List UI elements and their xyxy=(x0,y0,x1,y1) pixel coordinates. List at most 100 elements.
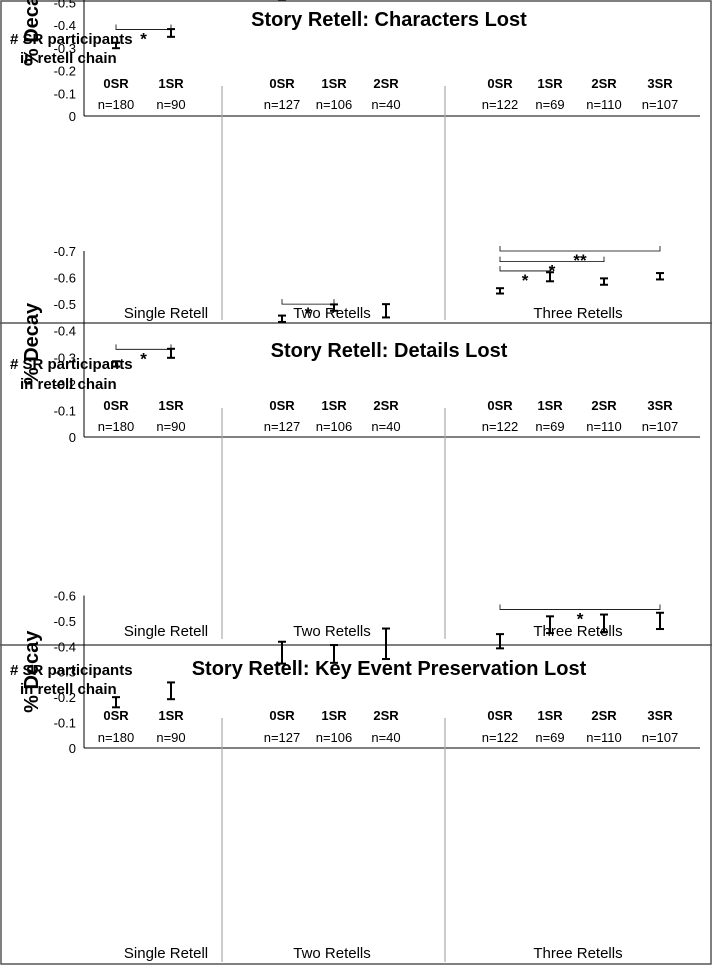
bar-sr-label: 1SR xyxy=(537,708,563,723)
bar-n-label: n=106 xyxy=(316,97,353,112)
bar-n-label: n=110 xyxy=(586,97,622,112)
significance-bracket xyxy=(499,246,661,252)
bar-n-label: n=90 xyxy=(156,419,185,434)
y-tick-label: -0.3 xyxy=(54,41,76,56)
y-axis-label: % Decay xyxy=(21,302,43,385)
bar-n-label: n=69 xyxy=(535,97,564,112)
bar-n-label: n=110 xyxy=(586,419,622,434)
bar-n-label: n=107 xyxy=(642,97,679,112)
bar-n-label: n=69 xyxy=(535,419,564,434)
bar-n-label: n=69 xyxy=(535,730,564,745)
bar-n-label: n=40 xyxy=(371,419,400,434)
group-label: Single Retell xyxy=(124,305,208,322)
bar-sr-label: 2SR xyxy=(591,76,617,91)
bar-sr-label: 1SR xyxy=(537,398,563,413)
group-label: Two Retells xyxy=(293,305,371,322)
group-label: Single Retell xyxy=(124,945,208,962)
y-tick-label: -0.1 xyxy=(54,403,76,418)
significance-marker: * xyxy=(140,30,147,49)
bar-sr-label: 0SR xyxy=(103,708,129,723)
y-tick-label: -0.2 xyxy=(54,377,76,392)
bar-n-label: n=127 xyxy=(264,730,301,745)
participants-label: in retell chain xyxy=(20,50,117,67)
participants-label: # SR participants xyxy=(10,31,133,48)
bar-sr-label: 1SR xyxy=(158,76,184,91)
bar-sr-label: 2SR xyxy=(373,708,399,723)
bar-sr-label: 1SR xyxy=(321,76,347,91)
y-tick-label: -0.5 xyxy=(54,0,76,10)
bar-n-label: n=106 xyxy=(316,730,353,745)
significance-marker: * xyxy=(140,349,147,368)
bar-sr-label: 1SR xyxy=(321,398,347,413)
bar-sr-label: 0SR xyxy=(269,76,295,91)
group-label: Three Retells xyxy=(533,305,622,322)
y-tick-label: -0.7 xyxy=(54,244,76,259)
significance-bracket xyxy=(115,344,172,350)
group-label: Two Retells xyxy=(293,623,371,640)
significance-marker: * xyxy=(305,0,312,3)
bar-sr-label: 1SR xyxy=(537,76,563,91)
significance-bracket xyxy=(499,604,661,610)
chart-title: Story Retell: Key Event Preservation Los… xyxy=(192,658,587,680)
bar-sr-label: 1SR xyxy=(321,708,347,723)
y-axis-label: % Decay xyxy=(21,0,43,66)
bar-sr-label: 0SR xyxy=(487,76,513,91)
bar-sr-label: 3SR xyxy=(647,398,673,413)
participants-label: in retell chain xyxy=(20,681,117,698)
bar-sr-label: 1SR xyxy=(158,708,184,723)
y-tick-label: -0.5 xyxy=(54,614,76,629)
y-tick-label: 0 xyxy=(69,741,76,756)
bar-sr-label: 0SR xyxy=(269,708,295,723)
bar-n-label: n=122 xyxy=(482,419,519,434)
bar-n-label: n=107 xyxy=(642,730,679,745)
y-tick-label: -0.4 xyxy=(54,324,76,339)
bar-n-label: n=110 xyxy=(586,730,622,745)
bar-n-label: n=106 xyxy=(316,419,353,434)
bar-sr-label: 0SR xyxy=(487,398,513,413)
bar-n-label: n=122 xyxy=(482,730,519,745)
significance-marker: * xyxy=(577,609,584,628)
chart-title: Story Retell: Characters Lost xyxy=(251,9,527,31)
participants-label: # SR participants xyxy=(10,356,133,373)
bar-sr-label: 2SR xyxy=(373,76,399,91)
y-tick-label: -0.1 xyxy=(54,86,76,101)
bar-sr-label: 0SR xyxy=(103,76,129,91)
significance-marker: * xyxy=(305,304,312,323)
bar-n-label: n=127 xyxy=(264,419,301,434)
group-label: Single Retell xyxy=(124,623,208,640)
significance-bracket xyxy=(281,299,335,305)
y-tick-label: -0.4 xyxy=(54,639,76,654)
bar-sr-label: 3SR xyxy=(647,76,673,91)
bar-n-label: n=40 xyxy=(371,730,400,745)
chart-title: Story Retell: Details Lost xyxy=(271,340,508,362)
bar-sr-label: 0SR xyxy=(103,398,129,413)
significance-marker: * xyxy=(549,262,556,281)
y-tick-label: -0.6 xyxy=(54,588,76,603)
bar-n-label: n=107 xyxy=(642,419,679,434)
participants-label: in retell chain xyxy=(20,376,117,393)
bar-sr-label: 0SR xyxy=(487,708,513,723)
bar-n-label: n=90 xyxy=(156,97,185,112)
bar-n-label: n=180 xyxy=(98,97,135,112)
bar-sr-label: 1SR xyxy=(158,398,184,413)
significance-marker: ** xyxy=(573,251,587,270)
significance-bracket xyxy=(499,265,551,272)
y-tick-label: -0.3 xyxy=(54,350,76,365)
bar-sr-label: 2SR xyxy=(591,708,617,723)
y-axis-label: % Decay xyxy=(21,630,43,713)
y-tick-label: -0.3 xyxy=(54,665,76,680)
participants-label: # SR participants xyxy=(10,662,133,679)
bar-n-label: n=90 xyxy=(156,730,185,745)
bar-sr-label: 3SR xyxy=(647,708,673,723)
group-label: Three Retells xyxy=(533,623,622,640)
bar-sr-label: 0SR xyxy=(269,398,295,413)
y-tick-label: -0.1 xyxy=(54,716,76,731)
y-tick-label: -0.2 xyxy=(54,690,76,705)
group-label: Three Retells xyxy=(533,945,622,962)
y-tick-label: -0.6 xyxy=(54,271,76,286)
bar-n-label: n=122 xyxy=(482,97,519,112)
bar-n-label: n=180 xyxy=(98,419,135,434)
significance-marker: * xyxy=(522,271,529,290)
